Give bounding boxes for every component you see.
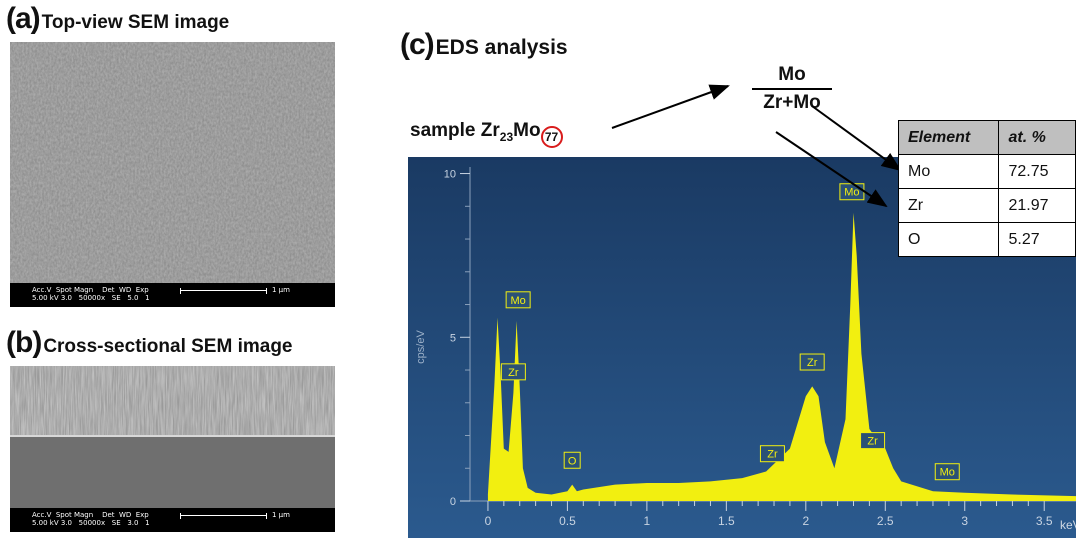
table-row: Zr 21.97 <box>897 188 1076 223</box>
y-axis-label: cps/eV <box>415 330 427 364</box>
row-value: 21.97 <box>998 188 1076 223</box>
y-tick-label: 5 <box>450 332 456 344</box>
scale-bar-b <box>180 513 267 519</box>
peak-label-mo: Mo <box>934 463 960 481</box>
peak-label-text: Mo <box>511 295 526 307</box>
fraction-denominator: Zr+Mo <box>763 92 821 113</box>
databar-b-line2: 5.00 kV 3.0 50000x SE 3.0 1 <box>32 519 150 527</box>
scale-label-b: 1 µm <box>272 511 290 519</box>
fraction-bar <box>752 88 832 90</box>
x-tick-label: 2 <box>802 514 809 528</box>
panel-a-letter: (a) <box>6 2 41 35</box>
peak-label-zr: Zr <box>500 363 526 381</box>
cross-sectional-sem-image: Acc.V Spot Magn Det WD Exp 5.00 kV 3.0 5… <box>10 366 335 532</box>
peak-label-zr: Zr <box>759 445 785 463</box>
x-tick-label: 3 <box>961 514 968 528</box>
peak-label-text: Mo <box>940 467 955 479</box>
panel-b-title-text: Cross-sectional SEM image <box>43 336 293 357</box>
panel-a-title-text: Top-view SEM image <box>41 12 230 33</box>
panel-c-letter: (c) <box>400 28 435 61</box>
peak-label-text: Zr <box>508 367 519 379</box>
top-view-sem-image: Acc.V Spot Magn Det WD Exp 5.00 kV 3.0 5… <box>10 42 335 307</box>
row-value: 72.75 <box>998 154 1076 189</box>
sem-texture-cross <box>10 366 335 532</box>
panel-c-title-text: EDS analysis <box>435 36 568 59</box>
peak-label-text: O <box>568 455 577 467</box>
peak-label-zr: Zr <box>860 432 886 450</box>
panel-a-title: (a) Top-view SEM image <box>6 2 229 36</box>
row-value: 5.27 <box>998 222 1076 257</box>
fraction: Mo Zr+Mo <box>752 64 832 114</box>
x-tick-label: 1.5 <box>718 514 735 528</box>
header-at-percent: at. % <box>998 120 1076 155</box>
scale-bar-a <box>180 288 267 294</box>
y-tick-label: 0 <box>450 496 456 508</box>
peak-label-text: Zr <box>867 436 878 448</box>
row-element: Mo <box>897 154 1000 189</box>
x-tick-label: 0.5 <box>559 514 576 528</box>
header-element: Element <box>897 120 1000 155</box>
fraction-numerator: Mo <box>778 64 806 85</box>
peak-label-box <box>563 451 581 469</box>
panel-b-title: (b) Cross-sectional SEM image <box>6 326 293 360</box>
sample-sub-mo-circled: 77 <box>540 125 563 148</box>
databar-a-line2: 5.00 kV 3.0 50000x SE 5.0 1 <box>32 294 150 302</box>
peak-label-mo: Mo <box>505 291 531 309</box>
peak-label-box <box>500 363 526 381</box>
sample-label: sample Zr23Mo 77 <box>410 120 563 148</box>
scale-label-a: 1 µm <box>272 286 290 294</box>
databar-b-line1: Acc.V Spot Magn Det WD Exp <box>32 511 149 519</box>
peak-label-box <box>860 432 886 450</box>
x-tick-label: 0 <box>485 514 492 528</box>
peak-label-box <box>505 291 531 309</box>
arrow-sample-to-fraction <box>611 84 730 129</box>
sem-databar-a: Acc.V Spot Magn Det WD Exp 5.00 kV 3.0 5… <box>10 283 335 307</box>
x-tick-label: 1 <box>644 514 651 528</box>
sem-texture-top <box>10 42 335 307</box>
peak-label-o: O <box>563 451 581 469</box>
arrow-zrmo-to-table <box>775 131 888 208</box>
table-row: O 5.27 <box>897 222 1076 257</box>
arrow-mo-to-table <box>811 105 902 172</box>
x-tick-label: 2.5 <box>877 514 894 528</box>
sample-prefix: sample Zr <box>410 120 500 141</box>
peak-label-text: Mo <box>844 187 859 199</box>
peak-label-box <box>934 463 960 481</box>
composition-table: Element at. % Mo 72.75 Zr 21.97 O 5.27 <box>897 120 1076 257</box>
table-row: Mo 72.75 <box>897 154 1076 189</box>
row-element: O <box>897 222 1000 257</box>
peak-label-text: Zr <box>767 449 778 461</box>
x-tick-label: 3.5 <box>1036 514 1053 528</box>
x-axis-unit: keV <box>1060 518 1076 532</box>
peak-label-zr: Zr <box>799 353 825 371</box>
table-header-row: Element at. % <box>897 120 1076 155</box>
databar-a-line1: Acc.V Spot Magn Det WD Exp <box>32 286 149 294</box>
peak-label-text: Zr <box>807 357 818 369</box>
sample-sub-zr: 23 <box>499 129 514 144</box>
panel-b-letter: (b) <box>6 326 42 359</box>
y-tick-label: 10 <box>444 169 456 181</box>
sem-databar-b: Acc.V Spot Magn Det WD Exp 5.00 kV 3.0 5… <box>10 508 335 532</box>
peak-label-box <box>759 445 785 463</box>
peak-label-box <box>799 353 825 371</box>
panel-c-title: (c)EDS analysis <box>400 28 568 62</box>
sample-mid: Mo <box>513 120 541 141</box>
row-element: Zr <box>897 188 1000 223</box>
